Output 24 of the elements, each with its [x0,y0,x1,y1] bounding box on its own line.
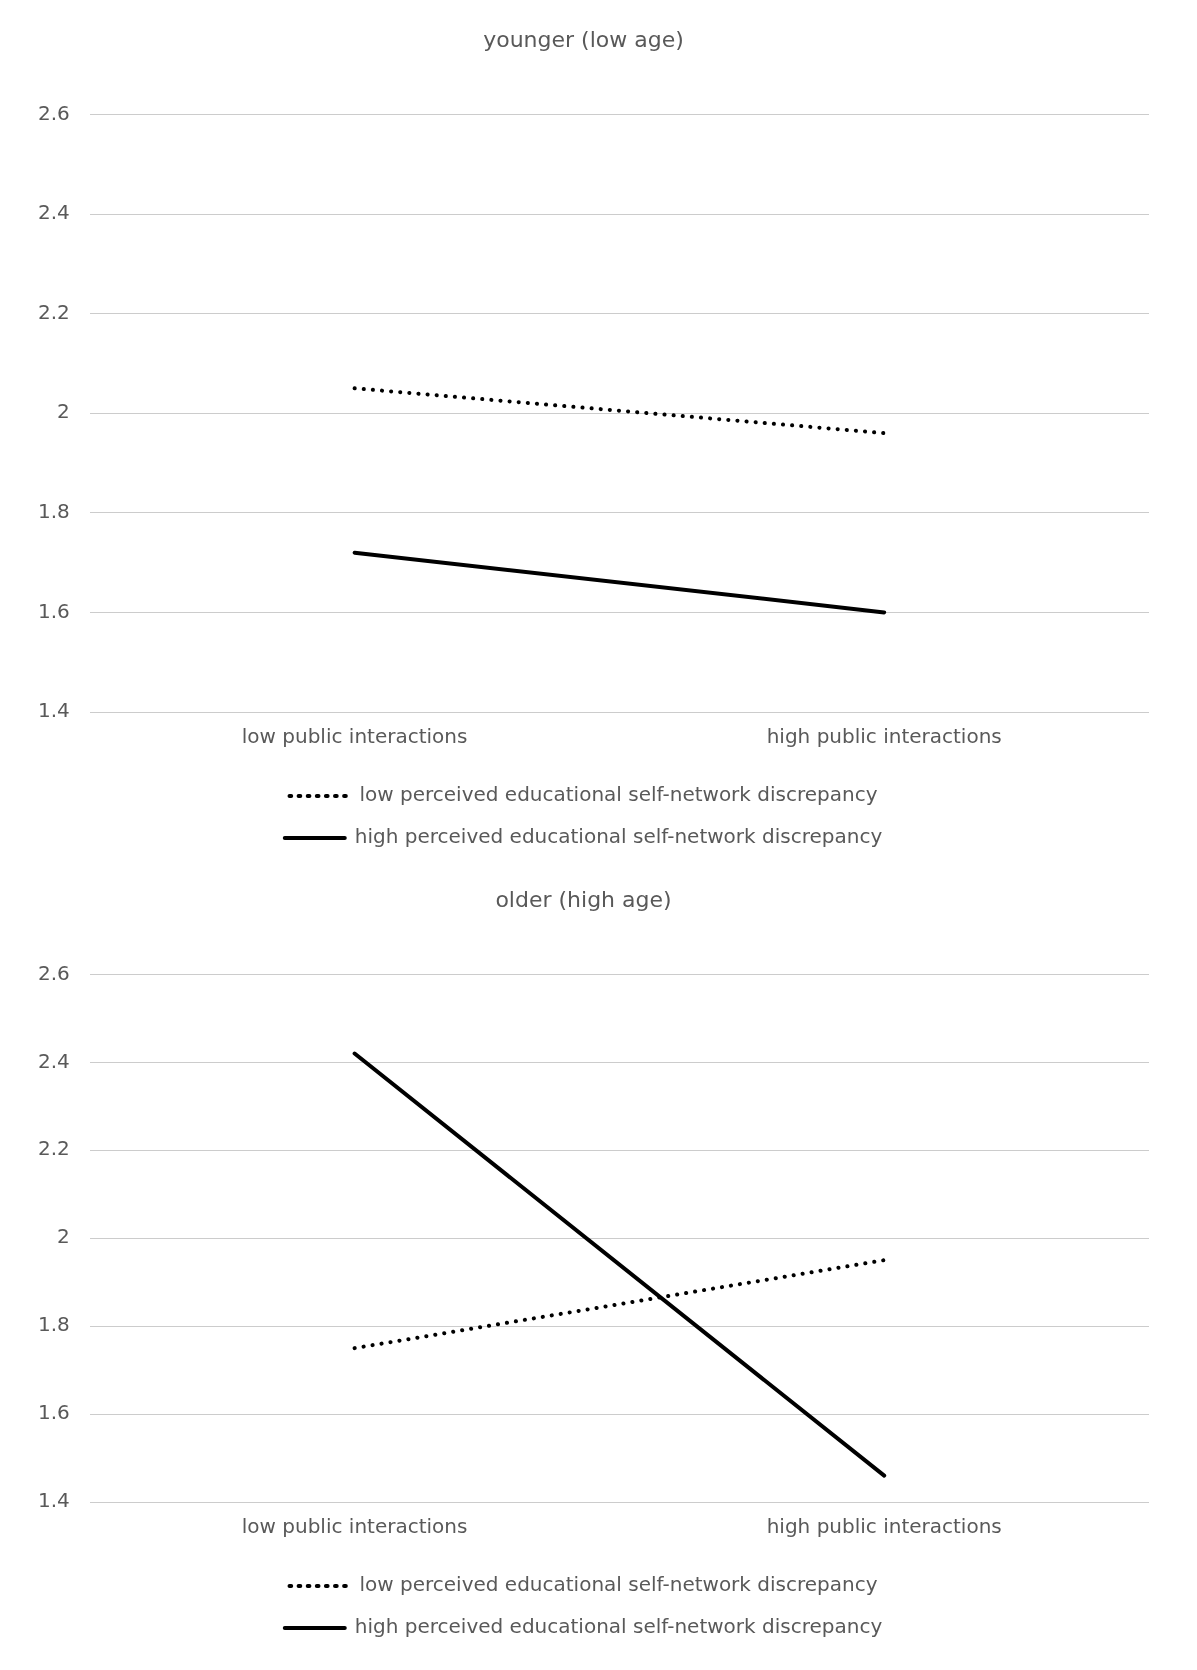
y-tick-label: 1.6 [37,598,70,623]
legend-label: low perceived educational self-network discrepancy [359,1572,878,1597]
y-tick-label: 2.4 [37,1048,70,1073]
legend-label: high perceived educational self-network discrepancy [354,1614,883,1639]
y-tick-label: 2.6 [37,100,70,125]
x-tick-label: high public interactions [766,724,1002,749]
y-tick-label: 1.8 [37,1312,70,1337]
chart-title: younger (low age) [483,26,684,52]
x-tick-label: low public interactions [241,1514,468,1539]
y-tick-label: 2 [57,399,70,424]
y-tick-label: 2.4 [37,200,70,225]
x-tick-label: low public interactions [241,724,468,749]
y-tick-label: 1.4 [37,698,70,723]
y-tick-label: 1.8 [37,499,70,523]
x-tick-label: high public interactions [766,1514,1002,1539]
y-tick-label: 1.6 [37,1400,70,1425]
legend-label: low perceived educational self-network discrepancy [359,782,878,807]
y-tick-label: 2.6 [37,960,70,985]
chart-title: older (high age) [495,886,672,912]
y-tick-label: 2 [57,1224,70,1249]
y-tick-label: 2.2 [37,299,70,324]
legend-label: high perceived educational self-network discrepancy [354,824,883,849]
y-tick-label: 2.2 [37,1136,70,1161]
y-tick-label: 1.4 [37,1488,70,1513]
